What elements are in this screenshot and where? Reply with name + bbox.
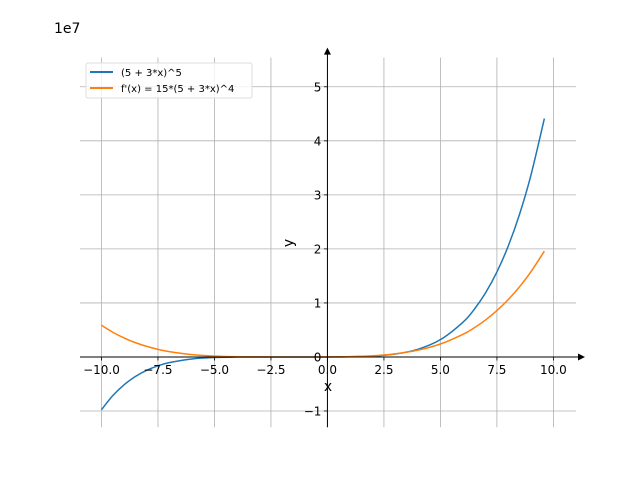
x-tick-label: −5.0 [200, 363, 229, 377]
x-tick-label: −7.5 [143, 363, 172, 377]
x-tick-label: 0.0 [318, 363, 337, 377]
y-offset-label: 1e7 [54, 21, 80, 37]
legend: (5 + 3*x)^5 f'(x) = 15*(5 + 3*x)^4 [85, 62, 253, 99]
legend-label-0: (5 + 3*x)^5 [121, 68, 182, 79]
x-tick-label: −2.5 [256, 363, 285, 377]
x-tick-label: 2.5 [374, 363, 393, 377]
y-tick-label: 2 [314, 242, 322, 256]
x-tick-label: −10.0 [83, 363, 120, 377]
legend-label-1: f'(x) = 15*(5 + 3*x)^4 [121, 84, 234, 95]
y-axis-label: y [281, 239, 297, 247]
y-tick-label: 5 [314, 80, 322, 94]
ticks: −10.0 −7.5 −5.0 −2.5 0.0 2.5 5.0 7.5 10.0 −1 0 1 2 3 4… [83, 80, 567, 418]
y-tick-label: 3 [314, 188, 322, 202]
y-tick-label: 4 [314, 134, 322, 148]
legend-frame [85, 62, 253, 99]
y-tick-label: 1 [314, 296, 322, 310]
x-tick-label: 5.0 [431, 363, 450, 377]
x-axis-arrow [578, 353, 585, 361]
y-tick-label: 0 [314, 350, 322, 364]
y-tick-label: −1 [304, 404, 322, 418]
x-tick-label: 7.5 [487, 363, 506, 377]
axes [80, 47, 585, 428]
x-tick-label: 10.0 [540, 363, 567, 377]
x-axis-label: x [324, 379, 332, 395]
y-axis-arrow [323, 47, 331, 55]
